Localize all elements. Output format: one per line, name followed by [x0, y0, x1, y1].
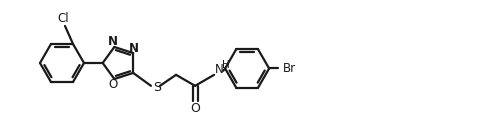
Text: N: N	[129, 42, 139, 55]
Text: O: O	[109, 77, 118, 90]
Text: Br: Br	[283, 62, 296, 75]
Text: S: S	[153, 81, 161, 94]
Text: O: O	[190, 102, 200, 115]
Text: N: N	[108, 36, 118, 49]
Text: N: N	[215, 63, 224, 76]
Text: Cl: Cl	[57, 12, 69, 25]
Text: H: H	[222, 60, 230, 70]
